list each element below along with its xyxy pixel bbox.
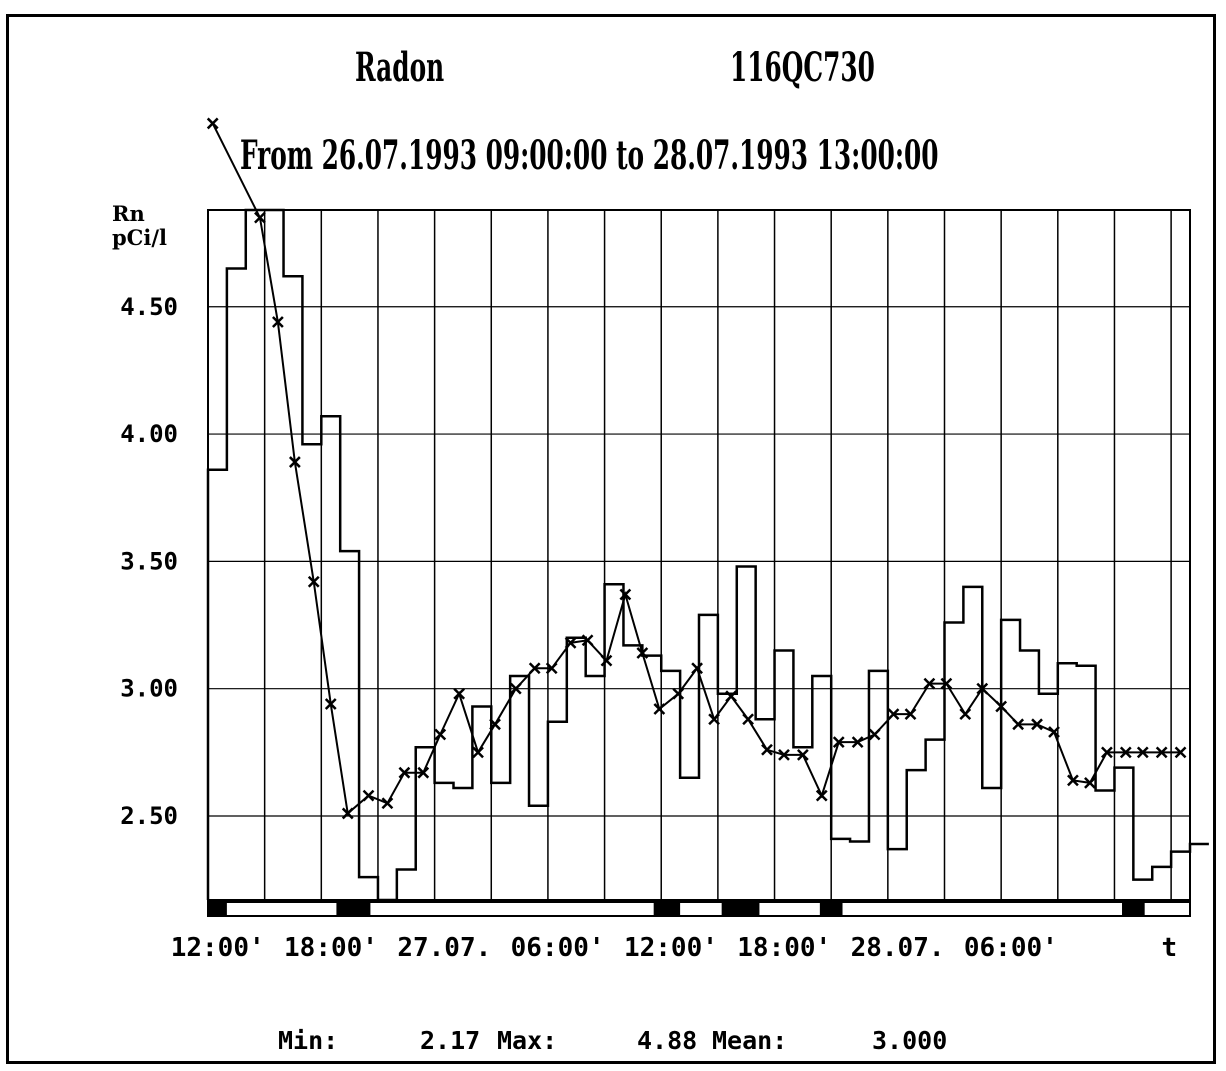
data-point-marker bbox=[742, 713, 754, 726]
y-axis-label: Rn pCi/l bbox=[112, 202, 167, 250]
data-point-marker bbox=[1031, 718, 1043, 731]
data-point-marker bbox=[778, 748, 790, 761]
x-tick-label: 27.07. bbox=[397, 933, 491, 963]
data-point-marker bbox=[691, 662, 703, 675]
min-label: Min: bbox=[278, 1026, 339, 1055]
mean-label: Mean: bbox=[712, 1026, 788, 1055]
y-tick-label: 4.50 bbox=[120, 293, 178, 321]
data-point-marker bbox=[708, 713, 720, 726]
data-point-marker bbox=[1101, 746, 1113, 759]
data-point-marker bbox=[887, 708, 900, 721]
data-point-marker bbox=[940, 677, 953, 690]
data-point-marker bbox=[398, 766, 411, 779]
data-point-marker bbox=[381, 797, 394, 810]
mean-value: 3.000 bbox=[872, 1026, 948, 1055]
data-point-marker bbox=[472, 746, 484, 759]
data-point-marker bbox=[832, 736, 845, 749]
time-bar-segment bbox=[819, 902, 843, 916]
data-point-marker bbox=[341, 807, 354, 820]
max-label: Max: bbox=[497, 1026, 558, 1055]
data-point-marker bbox=[1012, 718, 1025, 731]
time-bar-segment bbox=[336, 902, 371, 916]
x-tick-label: 18:00' bbox=[284, 933, 378, 963]
y-tick-label: 3.00 bbox=[120, 675, 178, 703]
data-point-marker bbox=[1067, 774, 1079, 787]
station-id: 116QC730 bbox=[730, 44, 875, 91]
x-tick-label: 12:00' bbox=[624, 933, 718, 963]
hourly-step-series bbox=[206, 208, 1209, 902]
data-point-marker bbox=[1048, 726, 1060, 738]
data-point-marker bbox=[1174, 746, 1187, 759]
data-point-marker bbox=[619, 588, 632, 601]
data-point-marker bbox=[815, 789, 828, 802]
y-axis-label-line1: Rn bbox=[112, 201, 145, 226]
data-point-marker bbox=[434, 728, 447, 741]
data-point-marker bbox=[761, 743, 773, 756]
data-point-marker bbox=[564, 636, 577, 649]
data-point-marker bbox=[545, 662, 558, 675]
data-point-marker bbox=[923, 677, 936, 690]
data-point-marker bbox=[489, 718, 501, 731]
data-point-marker bbox=[1155, 746, 1168, 759]
data-point-marker bbox=[672, 687, 685, 700]
data-point-marker bbox=[995, 700, 1008, 713]
data-point-marker bbox=[453, 687, 466, 700]
data-point-marker bbox=[362, 789, 375, 802]
data-point-marker bbox=[653, 703, 666, 715]
x-tick-label: 28.07. bbox=[851, 933, 945, 963]
data-point-marker bbox=[254, 211, 266, 224]
data-point-marker bbox=[271, 316, 284, 328]
x-tick-label: 12:00' bbox=[171, 933, 265, 963]
data-point-marker bbox=[288, 456, 301, 468]
data-point-marker bbox=[509, 682, 522, 695]
data-point-marker bbox=[976, 682, 989, 695]
data-point-marker bbox=[324, 698, 337, 710]
data-point-marker bbox=[1119, 746, 1132, 759]
data-point-marker bbox=[904, 708, 917, 721]
data-point-marker bbox=[636, 647, 649, 659]
chart-subtitle: From 26.07.1993 09:00:00 to 28.07.1993 1… bbox=[240, 132, 939, 179]
data-point-marker bbox=[1084, 776, 1096, 789]
max-value: 4.88 bbox=[637, 1026, 698, 1055]
y-tick-label: 3.50 bbox=[120, 547, 178, 575]
x-tick-label: t bbox=[1161, 933, 1177, 963]
data-point-marker bbox=[581, 634, 594, 647]
data-point-marker bbox=[206, 117, 219, 130]
x-tick-label: 06:00' bbox=[964, 933, 1058, 963]
data-point-marker bbox=[868, 728, 881, 741]
data-point-marker bbox=[796, 748, 809, 761]
data-point-marker bbox=[1136, 746, 1149, 759]
x-tick-label: 06:00' bbox=[511, 933, 605, 963]
min-value: 2.17 bbox=[420, 1026, 481, 1055]
chart-title: Radon bbox=[355, 44, 445, 91]
time-bar-segment bbox=[1122, 902, 1145, 916]
x-tick-label: 18:00' bbox=[737, 933, 831, 963]
time-bar-segment bbox=[721, 902, 760, 916]
plot-area-border bbox=[207, 209, 1191, 901]
time-bar-segment bbox=[653, 902, 681, 916]
data-point-marker bbox=[851, 736, 864, 749]
data-point-marker bbox=[959, 708, 972, 721]
time-bar-segment bbox=[208, 902, 227, 916]
data-point-marker bbox=[307, 575, 320, 588]
data-point-marker bbox=[600, 654, 613, 667]
y-tick-label: 2.50 bbox=[120, 802, 178, 830]
data-point-marker bbox=[725, 690, 737, 703]
y-axis-label-line2: pCi/l bbox=[112, 225, 168, 250]
data-point-marker bbox=[417, 766, 430, 779]
data-point-marker bbox=[528, 662, 541, 675]
y-tick-label: 4.00 bbox=[120, 420, 178, 448]
stats-footer: Min: 2.17 Max: 4.88 Mean: 3.000 bbox=[0, 1026, 1226, 1056]
